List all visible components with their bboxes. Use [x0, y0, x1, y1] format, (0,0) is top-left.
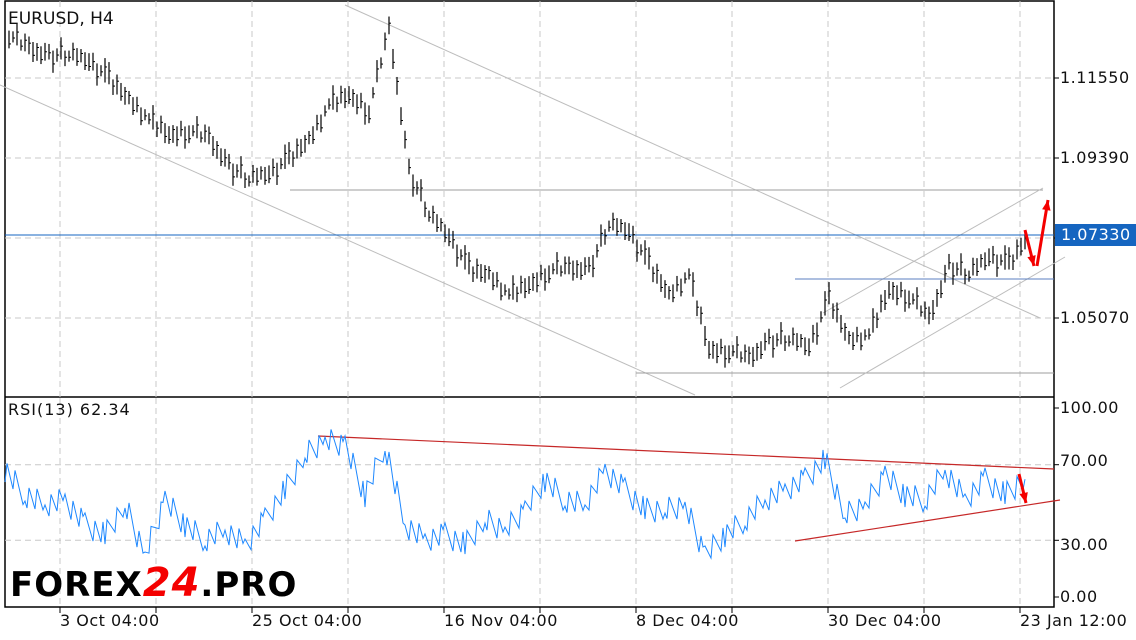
x-tick-label: 23 Jan 12:00 — [1020, 611, 1128, 630]
rsi-title: RSI(13) 62.34 — [8, 400, 131, 419]
y-tick-label: 1.05070 — [1060, 308, 1130, 327]
x-tick-label: 3 Oct 04:00 — [60, 611, 160, 630]
rising-channel-line — [822, 187, 1044, 314]
current-price-label: 1.07330 — [1055, 224, 1136, 246]
up-arrow — [1035, 199, 1050, 267]
rsi-trendline — [317, 435, 1055, 470]
x-tick-label: 30 Dec 04:00 — [828, 611, 942, 630]
down-arrow-head — [1027, 255, 1036, 266]
channel-line — [344, 4, 1041, 319]
rsi-line — [4, 429, 1026, 560]
rsi-tick-label: 0.00 — [1060, 587, 1098, 606]
up-arrow-head — [1042, 200, 1051, 211]
chart-title: EURUSD, H4 — [8, 9, 114, 29]
x-tick-label: 8 Dec 04:00 — [636, 611, 739, 630]
x-tick-label: 25 Oct 04:00 — [252, 611, 363, 630]
chart-frame — [4, 0, 1055, 608]
y-tick-label: 1.09390 — [1060, 148, 1130, 167]
channel-line — [0, 84, 696, 396]
rsi-tick-label: 100.00 — [1060, 398, 1119, 417]
y-tick-label: 1.11550 — [1060, 68, 1130, 87]
forex24-logo: FOREX24.PRO — [10, 560, 298, 606]
rsi-down-arrow-head — [1019, 492, 1028, 503]
x-tick-label: 16 Nov 04:00 — [444, 611, 558, 630]
rsi-tick-label: 70.00 — [1060, 451, 1109, 470]
rsi-tick-label: 30.00 — [1060, 535, 1109, 554]
rsi-trendline — [794, 499, 1061, 542]
